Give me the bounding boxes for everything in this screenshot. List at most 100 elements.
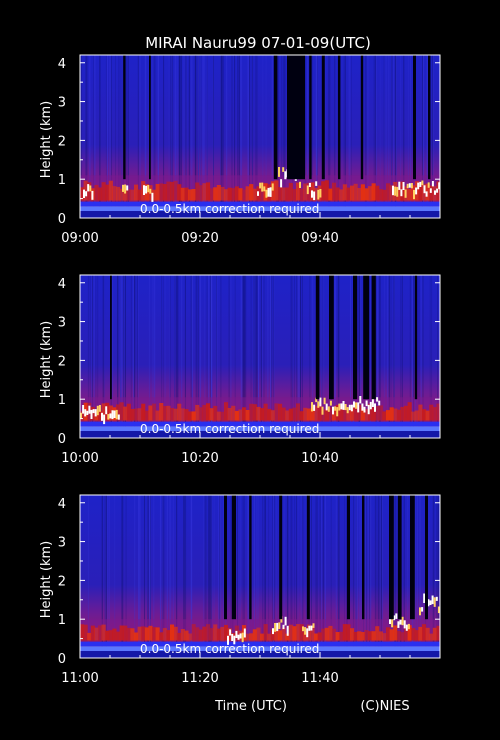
aerosol-segment (198, 407, 203, 421)
aerosol-segment (429, 185, 434, 201)
cloud-return (96, 405, 99, 416)
noise-streak (133, 275, 135, 438)
noise-streak (422, 55, 423, 218)
noise-streak (154, 275, 156, 438)
aerosol-segment (288, 408, 293, 421)
cloud-return (233, 635, 236, 645)
aerosol-segment (418, 626, 423, 641)
noise-streak (121, 495, 123, 658)
noise-streak (241, 275, 242, 438)
aerosol-segment (278, 187, 283, 201)
aerosol-segment (134, 408, 139, 421)
aerosol-segment (116, 186, 121, 201)
cloud-return (90, 409, 93, 419)
noise-streak (394, 495, 396, 658)
aerosol-segment (108, 405, 113, 421)
noise-streak (157, 55, 159, 218)
aerosol-segment (382, 189, 387, 201)
noise-streak (260, 275, 262, 438)
noise-streak (353, 495, 355, 658)
signal-dropout (362, 495, 365, 620)
cloud-return (86, 410, 89, 415)
cloud-return (407, 623, 410, 630)
aerosol-segment (173, 626, 178, 641)
aerosol-segment (162, 184, 167, 201)
noise-streak (243, 275, 245, 438)
noise-streak (383, 55, 385, 218)
noise-streak (172, 495, 174, 658)
aerosol-segment (191, 411, 196, 421)
cloud-return (374, 403, 376, 412)
noise-streak (184, 495, 186, 658)
noise-streak (120, 275, 122, 438)
noise-streak (311, 495, 312, 658)
noise-streak (365, 495, 367, 658)
noise-streak (124, 275, 126, 438)
noise-streak (365, 55, 367, 218)
noise-streak (177, 275, 179, 438)
noise-streak (258, 275, 260, 438)
noise-streak (418, 275, 420, 438)
aerosol-segment (170, 624, 175, 641)
noise-streak (256, 495, 258, 658)
aerosol-segment (425, 410, 430, 421)
aerosol-segment (213, 187, 218, 201)
y-tick-label: 3 (58, 536, 66, 551)
cloud-return (306, 185, 309, 195)
aerosol-segment (213, 624, 218, 641)
aerosol-segment (292, 189, 297, 201)
aerosol-segment (249, 403, 254, 421)
aerosol-segment (292, 626, 297, 641)
noise-streak (230, 495, 232, 658)
noise-streak (104, 275, 106, 438)
noise-streak (105, 55, 107, 218)
noise-streak (138, 275, 139, 438)
aerosol-segment (184, 409, 189, 421)
aerosol-segment (202, 183, 207, 201)
aerosol-segment (324, 627, 329, 641)
noise-streak (186, 55, 188, 218)
cloud-return (419, 607, 421, 616)
noise-streak (106, 495, 107, 658)
noise-streak (423, 55, 425, 218)
noise-streak (115, 55, 116, 218)
aerosol-segment (407, 625, 412, 641)
noise-streak (393, 275, 395, 438)
noise-streak (218, 495, 220, 658)
cloud-return (87, 184, 90, 192)
aerosol-segment (360, 184, 365, 201)
noise-streak (209, 495, 211, 658)
noise-streak (344, 495, 346, 658)
noise-streak (168, 55, 170, 218)
noise-streak (220, 55, 221, 218)
noise-streak (86, 55, 87, 218)
aerosol-segment (429, 633, 434, 641)
noise-streak (179, 55, 180, 218)
cloud-return (404, 189, 407, 198)
y-tick-label: 4 (58, 277, 66, 292)
aerosol-segment (152, 627, 157, 641)
cloud-return (237, 634, 240, 640)
cloud-return (350, 404, 353, 412)
noise-streak (394, 55, 396, 218)
noise-streak (211, 275, 213, 438)
aerosol-segment (321, 181, 326, 201)
signal-dropout (249, 495, 252, 620)
aerosol-segment (202, 626, 207, 641)
noise-streak (220, 55, 222, 218)
cloud-return (107, 414, 110, 420)
aerosol-segment (389, 185, 394, 201)
noise-streak (334, 275, 336, 438)
noise-streak (395, 55, 397, 218)
signal-dropout (309, 55, 312, 180)
noise-streak (176, 275, 178, 438)
cloud-return (429, 188, 432, 193)
aerosol-segment (299, 411, 304, 421)
noise-streak (383, 55, 385, 218)
noise-streak (388, 275, 390, 438)
noise-streak (101, 495, 103, 658)
noise-streak (222, 495, 224, 658)
noise-streak (378, 275, 380, 438)
aerosol-segment (112, 628, 117, 641)
cloud-return (91, 190, 94, 200)
